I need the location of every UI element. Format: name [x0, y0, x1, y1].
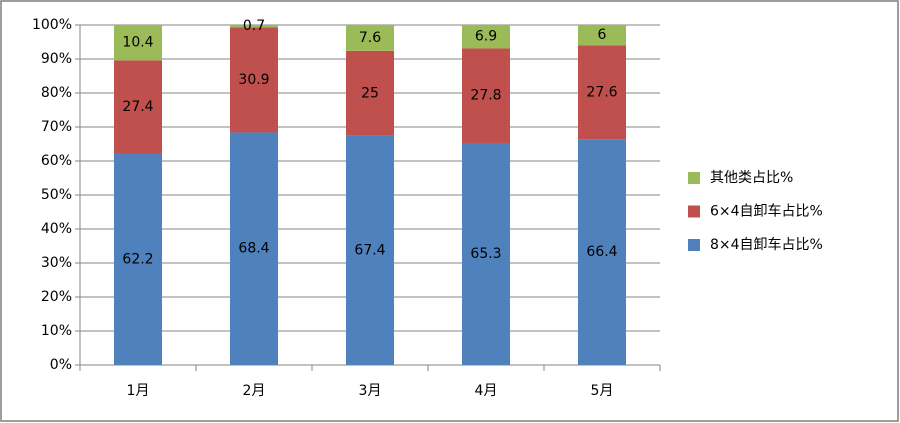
bar-segment [230, 132, 278, 365]
data-label: 6.9 [475, 29, 497, 45]
y-tick-label: 70% [41, 119, 72, 135]
data-label: 66.4 [586, 244, 617, 260]
x-tick-label: 2月 [243, 383, 266, 399]
legend-label: 6×4自卸车占比% [710, 203, 823, 220]
y-tick-label: 100% [32, 17, 72, 33]
y-tick-label: 30% [41, 255, 72, 271]
bar-segment [578, 25, 626, 46]
y-tick-label: 0% [50, 357, 72, 373]
bar-segment [578, 139, 626, 365]
bar-segment [114, 25, 162, 61]
x-tick-label: 1月 [127, 383, 150, 399]
bar-segment [462, 48, 510, 143]
legend-swatch [688, 205, 700, 218]
bar-segment [346, 50, 394, 136]
data-label: 65.3 [470, 246, 501, 262]
bar-segment [230, 25, 278, 28]
legend-label: 其他类占比% [710, 170, 793, 186]
legend-swatch [688, 172, 700, 184]
y-tick-label: 50% [41, 187, 72, 203]
data-label: 30.9 [238, 72, 269, 88]
x-tick-label: 3月 [359, 383, 382, 399]
data-label: 27.6 [586, 84, 617, 100]
data-label: 68.4 [238, 241, 269, 257]
legend-swatch [688, 239, 700, 251]
bar-segment [462, 25, 510, 49]
y-tick-label: 20% [41, 289, 72, 305]
data-label: 62.2 [122, 251, 153, 267]
legend-label: 8×4自卸车占比% [710, 236, 823, 253]
y-tick-label: 90% [41, 51, 72, 67]
y-tick-label: 40% [41, 221, 72, 237]
bar-segment [230, 27, 278, 133]
data-label: 25 [361, 85, 379, 101]
bar-segment [346, 135, 394, 365]
y-tick-label: 60% [41, 153, 72, 169]
bar-segment [346, 25, 394, 51]
data-label: 6 [598, 27, 607, 43]
data-label: 27.4 [122, 99, 153, 115]
bar-segment [578, 45, 626, 140]
bar-segment [114, 153, 162, 365]
data-label: 7.6 [359, 30, 381, 46]
y-tick-label: 10% [41, 323, 72, 339]
x-tick-label: 5月 [591, 383, 614, 399]
bar-segment [462, 142, 510, 365]
x-tick-label: 4月 [475, 383, 498, 399]
data-label: 0.7 [243, 18, 265, 34]
y-tick-label: 80% [41, 85, 72, 101]
data-label: 67.4 [354, 242, 385, 258]
bar-segment [114, 60, 162, 154]
data-label: 27.8 [470, 88, 501, 104]
data-label: 10.4 [122, 35, 153, 51]
